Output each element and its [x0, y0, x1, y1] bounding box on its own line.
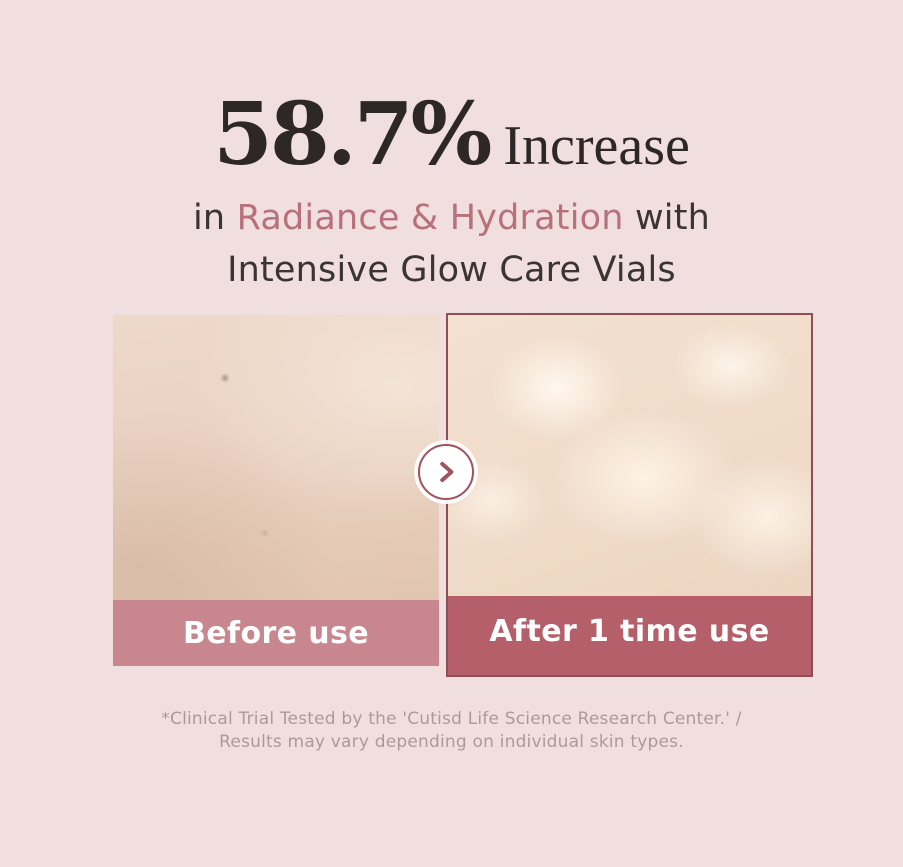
- subheadline-line2: Intensive Glow Care Vials: [227, 250, 676, 290]
- before-after-comparison: Before use After 1 time use: [113, 313, 813, 678]
- next-button[interactable]: [418, 444, 474, 500]
- disclaimer-line1: *Clinical Trial Tested by the 'Cutisd Li…: [161, 709, 742, 729]
- disclaimer-line2: Results may vary depending on individual…: [219, 732, 684, 752]
- after-label-bar: After 1 time use: [448, 596, 811, 675]
- disclaimer: *Clinical Trial Tested by the 'Cutisd Li…: [0, 708, 903, 754]
- headline: 58.7% Increase: [0, 87, 903, 183]
- after-label: After 1 time use: [489, 614, 770, 649]
- after-panel: After 1 time use: [446, 313, 813, 677]
- before-label-bar: Before use: [113, 600, 439, 666]
- before-label: Before use: [182, 615, 370, 651]
- stat-value: 58.7%: [213, 84, 492, 185]
- subheadline-prefix: in: [192, 198, 226, 238]
- subheadline-suffix: with: [634, 198, 711, 238]
- before-photo: [113, 315, 439, 600]
- chevron-right-icon: [440, 461, 454, 483]
- subheadline: in Radiance & Hydration with Intensive G…: [0, 192, 903, 296]
- stat-word: Increase: [503, 115, 690, 177]
- before-panel: Before use: [113, 315, 439, 666]
- subheadline-line1: in Radiance & Hydration with: [0, 192, 903, 244]
- after-photo: [448, 315, 811, 596]
- subheadline-highlight: Radiance & Hydration: [236, 198, 624, 238]
